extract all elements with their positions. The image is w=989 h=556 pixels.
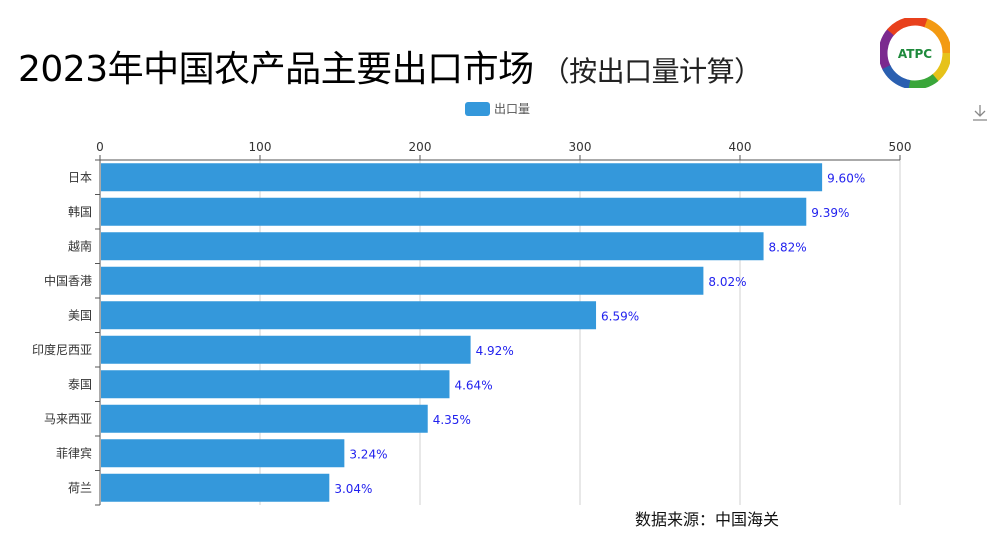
bar bbox=[101, 266, 704, 295]
category-label: 越南 bbox=[68, 238, 92, 253]
x-tick-label: 0 bbox=[96, 140, 104, 154]
data-label: 4.92% bbox=[476, 344, 514, 358]
atpc-logo: ATPC bbox=[880, 18, 950, 88]
category-label: 韩国 bbox=[68, 204, 92, 219]
bar bbox=[101, 163, 823, 192]
category-label: 美国 bbox=[68, 308, 92, 322]
x-tick-label: 200 bbox=[409, 140, 432, 154]
data-label: 8.82% bbox=[769, 240, 807, 254]
bar bbox=[101, 335, 471, 364]
title-main: 2023年中国农产品主要出口市场 bbox=[18, 49, 534, 90]
data-label: 9.39% bbox=[811, 206, 849, 220]
data-label: 8.02% bbox=[708, 275, 746, 289]
data-label: 3.24% bbox=[349, 447, 387, 461]
legend-swatch bbox=[465, 102, 490, 116]
category-label: 日本 bbox=[68, 170, 92, 184]
category-label: 中国香港 bbox=[44, 273, 92, 288]
data-label: 4.64% bbox=[454, 378, 492, 392]
data-label: 6.59% bbox=[601, 309, 639, 323]
data-label: 4.35% bbox=[433, 413, 471, 427]
legend-label: 出口量 bbox=[494, 102, 531, 116]
bar bbox=[101, 473, 330, 502]
legend[interactable]: 出口量 bbox=[465, 101, 530, 117]
category-label: 荷兰 bbox=[68, 481, 92, 495]
category-label: 印度尼西亚 bbox=[32, 342, 92, 357]
data-label: 9.60% bbox=[827, 171, 865, 185]
bar bbox=[101, 301, 597, 330]
data-label: 3.04% bbox=[334, 482, 372, 496]
bar bbox=[101, 232, 764, 261]
data-source: 数据来源：中国海关 bbox=[635, 510, 780, 529]
bar bbox=[101, 370, 450, 399]
category-label: 泰国 bbox=[68, 377, 92, 391]
category-label: 马来西亚 bbox=[44, 412, 92, 426]
category-label: 菲律宾 bbox=[56, 445, 92, 460]
page-title: 2023年中国农产品主要出口市场 （按出口量计算） bbox=[18, 48, 762, 94]
bar bbox=[101, 197, 807, 226]
title-subtitle: （按出口量计算） bbox=[541, 55, 763, 88]
bar bbox=[101, 404, 428, 433]
x-tick-label: 300 bbox=[569, 140, 592, 154]
download-icon[interactable] bbox=[972, 104, 988, 122]
x-tick-label: 400 bbox=[729, 140, 752, 154]
svg-text:ATPC: ATPC bbox=[898, 47, 932, 61]
bar bbox=[101, 439, 345, 468]
x-tick-label: 500 bbox=[889, 140, 912, 154]
x-tick-label: 100 bbox=[249, 140, 272, 154]
